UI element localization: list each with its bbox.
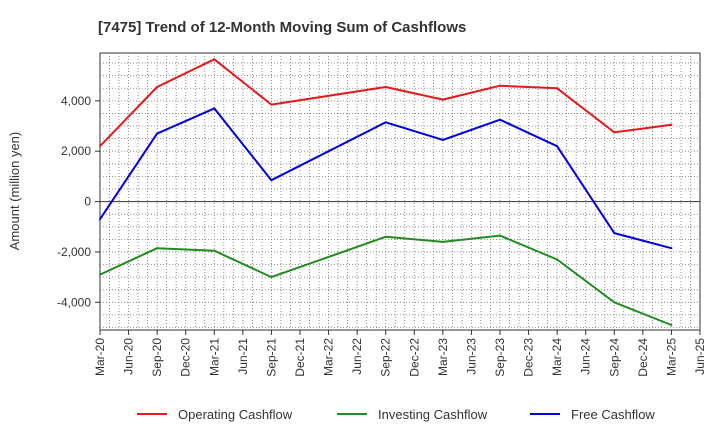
data-point — [613, 131, 616, 134]
data-point — [499, 118, 501, 121]
y-axis-label: Amount (million yen) — [7, 132, 22, 251]
data-point — [384, 121, 387, 124]
x-tick-label: Jun-23 — [464, 338, 478, 375]
data-point — [441, 240, 444, 243]
data-point — [270, 276, 273, 279]
x-tick-label: Dec-23 — [522, 338, 536, 377]
series-line — [99, 234, 672, 326]
x-tick-label: Mar-22 — [322, 338, 336, 376]
grid — [100, 53, 700, 330]
data-point — [613, 232, 616, 235]
data-point — [499, 84, 501, 87]
data-point — [213, 249, 216, 252]
series-line — [99, 58, 672, 147]
data-point — [556, 87, 559, 90]
x-tick-label: Sep-20 — [150, 338, 164, 377]
data-point — [156, 132, 159, 135]
x-tick-label: Dec-20 — [179, 338, 193, 377]
x-tick-label: Mar-20 — [93, 338, 107, 376]
x-tick-label: Jun-25 — [693, 338, 707, 375]
x-tick-label: Sep-22 — [379, 338, 393, 377]
x-tick-label: Sep-21 — [264, 338, 278, 377]
x-tick-label: Sep-24 — [607, 338, 621, 377]
x-tick-label: Jun-22 — [350, 338, 364, 375]
x-tick-label: Sep-23 — [493, 338, 507, 377]
axis-ticks: -4,000 -2,000 0 2,000 4,000 Mar-20 Jun-20 Sep-2… — [57, 94, 707, 377]
x-tick-label: Jun-20 — [122, 338, 136, 375]
x-tick-label: Mar-23 — [436, 338, 450, 376]
x-tick-label: Mar-21 — [207, 338, 221, 376]
data-point — [670, 123, 673, 126]
data-point — [213, 107, 216, 110]
x-tick-label: Jun-21 — [236, 338, 250, 375]
data-point — [156, 247, 159, 250]
legend-label: Investing Cashflow — [378, 407, 488, 422]
plot-area — [99, 52, 701, 331]
legend-label: Free Cashflow — [571, 407, 655, 422]
data-point — [556, 145, 559, 148]
x-tick-label: Dec-24 — [636, 338, 650, 377]
legend-label: Operating Cashflow — [178, 407, 293, 422]
series-line — [99, 107, 672, 250]
chart-title: [7475] Trend of 12-Month Moving Sum of C… — [98, 19, 466, 36]
y-tick-label: 0 — [84, 195, 91, 209]
x-tick-label: Mar-25 — [664, 338, 678, 376]
x-tick-label: Mar-24 — [550, 338, 564, 376]
data-point — [441, 138, 444, 141]
data-point — [670, 247, 673, 250]
y-tick-label: -4,000 — [57, 295, 91, 309]
data-point — [384, 85, 387, 88]
x-tick-label: Jun-24 — [579, 338, 593, 375]
data-point — [441, 98, 444, 101]
data-point — [270, 179, 273, 182]
data-point — [99, 218, 101, 221]
legend: Operating Cashflow Investing Cashflow Free… — [137, 407, 655, 422]
data-point — [613, 301, 616, 304]
data-point — [499, 234, 501, 237]
x-tick-label: Dec-21 — [293, 338, 307, 377]
y-tick-label: 2,000 — [61, 144, 91, 158]
data-point — [99, 273, 101, 276]
data-point — [270, 103, 273, 106]
data-point — [670, 323, 673, 326]
y-tick-label: -2,000 — [57, 245, 91, 259]
series-lines — [99, 58, 673, 326]
data-point — [556, 258, 559, 261]
data-point — [156, 85, 159, 88]
data-point — [384, 235, 387, 238]
data-point — [213, 58, 216, 61]
x-tick-label: Dec-22 — [407, 338, 421, 377]
y-tick-label: 4,000 — [61, 94, 91, 108]
data-point — [99, 145, 101, 148]
